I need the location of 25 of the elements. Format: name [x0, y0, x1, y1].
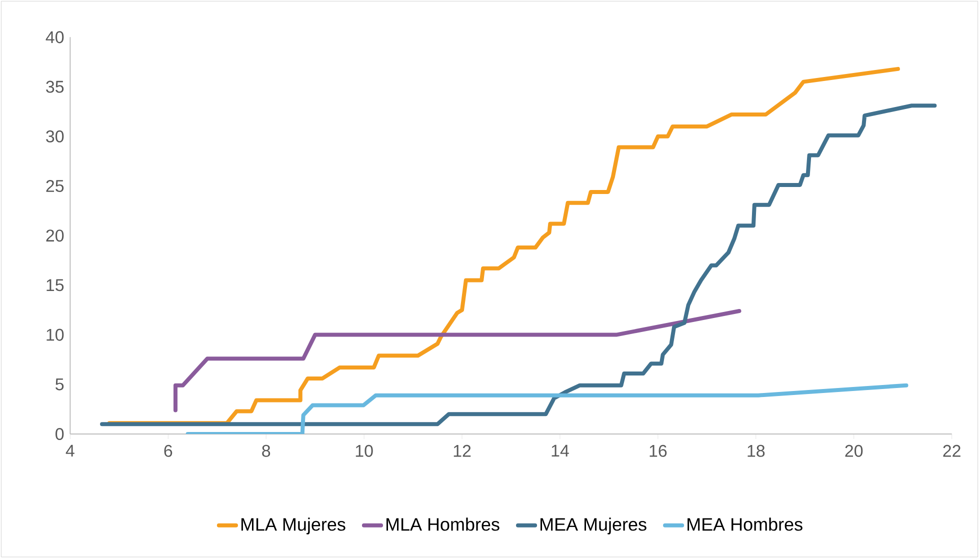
- x-tick-label: 16: [650, 444, 667, 457]
- legend-label: MEA Hombres: [688, 517, 802, 531]
- y-tick-label: 5: [56, 378, 64, 390]
- x-tick-label: 20: [845, 444, 863, 457]
- line-series: [173, 308, 742, 412]
- x-tick-label: 22: [943, 444, 960, 457]
- x-tick-label: 6: [164, 444, 172, 457]
- x-tick-label: 12: [454, 444, 471, 457]
- line-series: [186, 383, 908, 434]
- x-tick-label: 8: [262, 444, 270, 457]
- x-tick-label: 10: [356, 444, 373, 457]
- y-tick-label: 15: [46, 279, 64, 292]
- y-tick-label: 0: [56, 428, 64, 440]
- y-tick-label: 30: [46, 130, 64, 142]
- x-tick-label: 4: [66, 444, 74, 456]
- y-tick-label: 20: [46, 230, 64, 242]
- x-tick-label: 18: [748, 444, 765, 457]
- y-tick-label: 25: [46, 180, 64, 192]
- legend-label: MLA Mujeres: [241, 517, 346, 534]
- y-tick-label: 35: [46, 80, 64, 93]
- x-tick-label: 14: [552, 444, 569, 456]
- legend-label: MEA Mujeres: [540, 517, 646, 534]
- y-tick-label: 40: [46, 31, 64, 44]
- y-tick-label: 10: [46, 328, 64, 341]
- legend-label: MLA Hombres: [386, 517, 500, 531]
